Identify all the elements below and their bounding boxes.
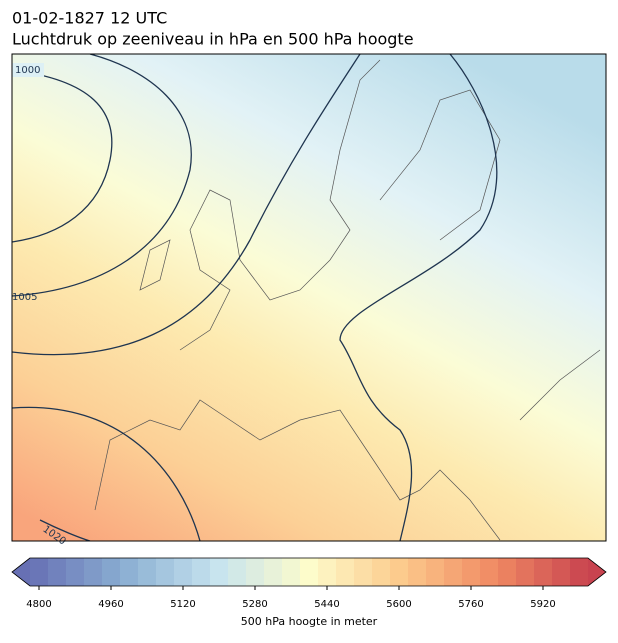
colorbar-extend-high — [588, 558, 606, 586]
label-bg — [12, 63, 44, 77]
colorbar-segment — [210, 558, 229, 586]
colorbar-segment — [30, 558, 49, 586]
colorbar-tick-label: 5760 — [458, 599, 483, 610]
isobars — [12, 54, 498, 541]
colorbar-segment — [354, 558, 373, 586]
colorbar-segment — [300, 558, 319, 586]
colorbar-segment — [534, 558, 553, 586]
colorbar-segment — [480, 558, 499, 586]
colorbar-extend-low — [12, 558, 30, 586]
colorbar-segment — [246, 558, 265, 586]
colorbar-segment — [444, 558, 463, 586]
colorbar-segment — [48, 558, 67, 586]
map-frame — [11, 53, 607, 542]
colorbar-segment — [390, 558, 409, 586]
colorbar-tick-label: 5120 — [170, 599, 195, 610]
colorbar-tick-label: 5280 — [242, 599, 267, 610]
title: 01-02-1827 12 UTC — [12, 9, 167, 28]
colorbar-segment — [426, 558, 445, 586]
colorbar-tick-label: 4800 — [26, 599, 51, 610]
colorbar-segment — [192, 558, 211, 586]
colorbar-segment — [408, 558, 427, 586]
colorbar-segment — [174, 558, 193, 586]
colorbar-tick-label: 5920 — [530, 599, 555, 610]
colorbar-tick-label: 4960 — [98, 599, 123, 610]
colorbar-segment — [462, 558, 481, 586]
colorbar-segment — [66, 558, 85, 586]
colorbar-segment — [570, 558, 589, 586]
colorbar-segment — [372, 558, 391, 586]
colorbar-tick-label: 5440 — [314, 599, 339, 610]
colorbar-segment — [336, 558, 355, 586]
colorbar-segment — [516, 558, 535, 586]
colorbar-tick-label: 5600 — [386, 599, 411, 610]
colorbar-segment — [552, 558, 571, 586]
colorbar-segment — [228, 558, 247, 586]
colorbar-segment — [282, 558, 301, 586]
colorbar-segment — [102, 558, 121, 586]
subtitle: Luchtdruk op zeeniveau in hPa en 500 hPa… — [12, 30, 414, 49]
contour-label: 1005 — [12, 292, 37, 303]
colorbar-outline — [11, 557, 607, 587]
colorbar-segment — [318, 558, 337, 586]
coastlines — [94, 59, 601, 541]
colorbar-segment — [120, 558, 139, 586]
colorbar-segment — [498, 558, 517, 586]
map — [12, 54, 606, 541]
colorbar-segment — [138, 558, 157, 586]
colorbar-segment — [84, 558, 103, 586]
colorbar-segment — [156, 558, 175, 586]
contour-label: 1000 — [15, 65, 40, 76]
map-background — [12, 54, 606, 541]
colorbar-segment — [264, 558, 283, 586]
colorbar-label: 500 hPa hoogte in meter — [241, 615, 378, 628]
